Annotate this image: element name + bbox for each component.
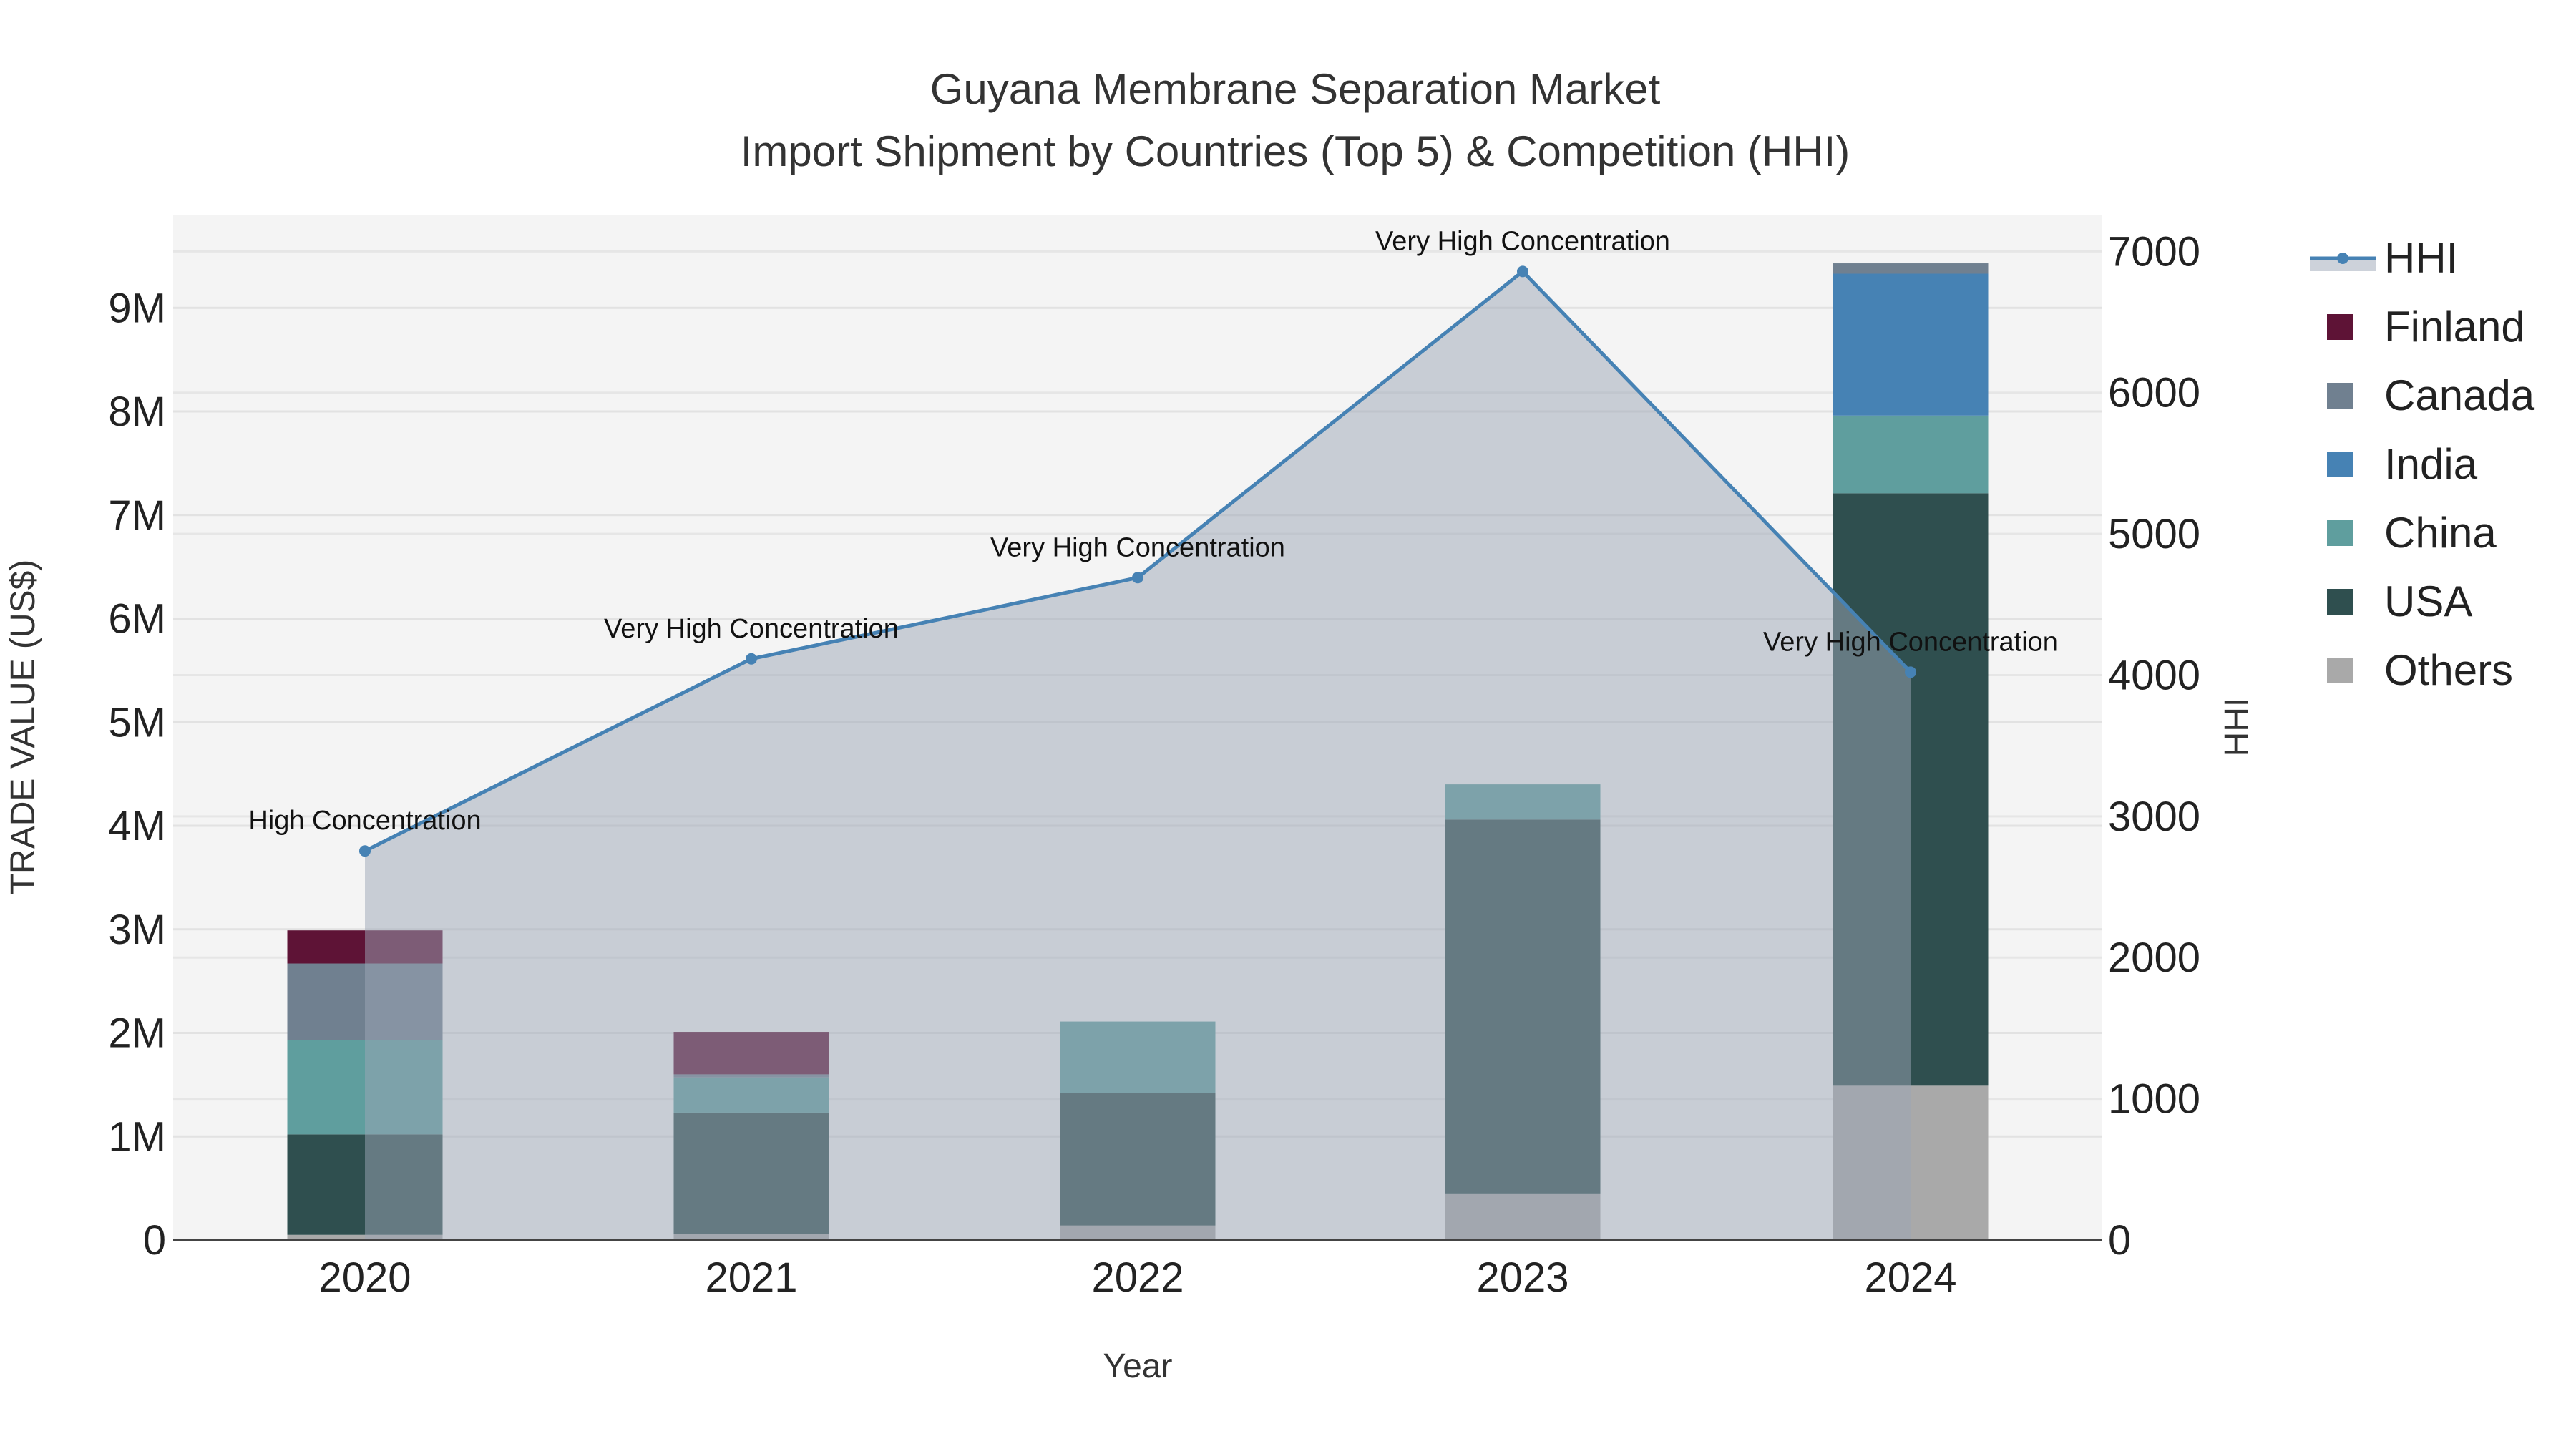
y-tick-label: 9M — [108, 285, 166, 331]
y-tick-label: 1M — [108, 1113, 166, 1160]
legend-label: Others — [2384, 646, 2513, 694]
annotations: High Concentration Very High Concentratio… — [248, 226, 2058, 836]
hhi-point — [359, 845, 371, 857]
y2-tick-label: 2000 — [2108, 935, 2200, 981]
y2-axis-label: HHI — [2218, 698, 2256, 757]
x-tick-label: 2024 — [1864, 1254, 1956, 1301]
y2-tick-label: 1000 — [2108, 1076, 2200, 1123]
y2-tick-label: 3000 — [2108, 794, 2200, 840]
legend-item-usa[interactable]: USA — [2327, 577, 2472, 625]
y2-tick-label: 6000 — [2108, 370, 2200, 416]
hhi-point — [1517, 265, 1528, 278]
chart-subtitle: Import Shipment by Countries (Top 5) & C… — [741, 127, 1850, 175]
legend-hhi-area-swatch — [2310, 258, 2376, 271]
y-tick-label: 7M — [108, 492, 166, 539]
bar-canada-2024 — [1833, 263, 1989, 274]
legend-item-others[interactable]: Others — [2327, 646, 2513, 694]
hhi-annotation: High Concentration — [248, 806, 481, 836]
legend-item-china[interactable]: China — [2327, 509, 2497, 557]
legend-label: Canada — [2384, 371, 2535, 419]
x-tick-label: 2021 — [705, 1254, 797, 1301]
y-tick-label: 3M — [108, 907, 166, 953]
y-tick-label: 6M — [108, 596, 166, 643]
bar-china-2024 — [1833, 415, 1989, 494]
x-tick-label: 2023 — [1476, 1254, 1568, 1301]
y2-tick-label: 7000 — [2108, 228, 2200, 275]
axes: 0 1M 2M 3M 4M 5M 6M 7M 8M 9M 0 1000 2000 3000 4000 5000… — [108, 228, 2200, 1301]
y-tick-label: 8M — [108, 389, 166, 435]
x-axis-label: Year — [1103, 1347, 1173, 1385]
hhi-point — [746, 653, 757, 665]
legend-label: USA — [2384, 577, 2472, 625]
legend-item-canada[interactable]: Canada — [2327, 371, 2535, 419]
legend-swatch — [2327, 314, 2353, 340]
legend-item-finland[interactable]: Finland — [2327, 303, 2525, 351]
y-tick-label: 2M — [108, 1010, 166, 1057]
legend-item-india[interactable]: India — [2327, 440, 2478, 488]
legend-hhi-marker — [2337, 253, 2348, 264]
hhi-annotation: Very High Concentration — [1763, 627, 2058, 657]
y-tick-label: 4M — [108, 803, 166, 849]
legend-swatch — [2327, 452, 2353, 477]
legend-label: Finland — [2384, 303, 2525, 351]
legend-label: India — [2384, 440, 2478, 488]
bar-india-2024 — [1833, 273, 1989, 416]
hhi-point — [1905, 666, 1916, 678]
y-tick-label: 0 — [143, 1217, 166, 1264]
legend-swatch — [2327, 589, 2353, 615]
hhi-area-fill — [365, 271, 1911, 1241]
y2-tick-label: 0 — [2108, 1217, 2131, 1264]
hhi-annotation: Very High Concentration — [990, 532, 1285, 562]
legend-item-hhi[interactable]: HHI — [2310, 234, 2458, 282]
legend-swatch — [2327, 658, 2353, 683]
y2-tick-label: 5000 — [2108, 511, 2200, 557]
x-tick-label: 2020 — [318, 1254, 411, 1301]
hhi-annotation: Very High Concentration — [604, 614, 899, 644]
legend-swatch — [2327, 520, 2353, 546]
hhi-point — [1132, 572, 1143, 584]
legend-swatch — [2327, 383, 2353, 409]
x-tick-label: 2022 — [1091, 1254, 1184, 1301]
legend-label: China — [2384, 509, 2497, 557]
y-axis-label: TRADE VALUE (US$) — [4, 560, 42, 895]
y2-tick-label: 4000 — [2108, 652, 2200, 698]
legend: HHI Finland Canada India China USA Others — [2310, 234, 2535, 694]
chart-title: Guyana Membrane Separation Market — [930, 65, 1661, 113]
y-tick-label: 5M — [108, 699, 166, 746]
legend-label: HHI — [2384, 234, 2458, 282]
hhi-annotation: Very High Concentration — [1375, 226, 1670, 256]
hhi-area — [359, 265, 1916, 1241]
